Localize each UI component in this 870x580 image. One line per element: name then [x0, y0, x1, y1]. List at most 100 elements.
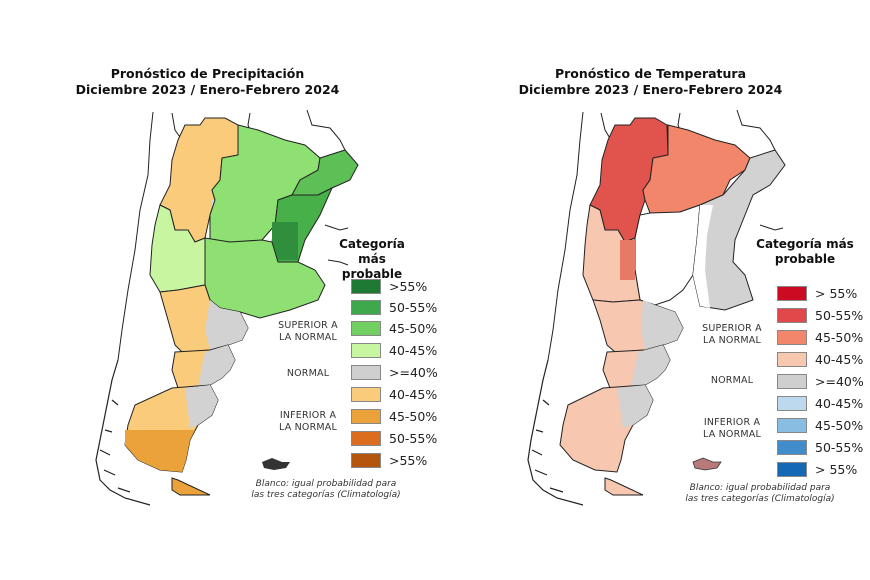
dark-green-cells	[272, 222, 298, 260]
title-line-2: Diciembre 2023 / Enero-Febrero 2024	[518, 82, 783, 97]
note-line-1: Blanco: igual probabilidad para	[689, 483, 831, 493]
category-line: LA NORMAL	[278, 332, 337, 343]
legend-title: Categoría más probable	[327, 237, 417, 282]
category-line: SUPERIOR A	[278, 320, 338, 331]
legend-item: 45-50%	[351, 319, 437, 337]
legend-swatch	[777, 417, 807, 433]
legend-label: >=40%	[389, 364, 438, 380]
chile-coast	[95, 359, 151, 506]
category-line: LA NORMAL	[278, 422, 337, 433]
legend-item: 40-45%	[777, 350, 863, 368]
title-line-2: Diciembre 2023 / Enero-Febrero 2024	[75, 82, 340, 97]
legend-swatch	[351, 386, 381, 402]
legend-title-line-2: probable	[774, 252, 836, 266]
category-below-normal: INFERIOR A LA NORMAL	[268, 410, 348, 434]
legend-swatch	[777, 329, 807, 345]
category-line: INFERIOR A	[279, 410, 337, 421]
precipitation-map-panel: Pronóstico de Precipitación Diciembre 20…	[0, 66, 438, 506]
legend-label: 50-55%	[815, 439, 864, 455]
malvinas-islands	[262, 458, 290, 470]
legend-item: >55%	[351, 277, 427, 295]
climatology-note: Blanco: igual probabilidad para las tres…	[236, 479, 416, 501]
legend-label: >55%	[389, 278, 428, 294]
argentina-regions	[559, 117, 786, 496]
legend-label: >55%	[389, 452, 428, 468]
legend-label: 40-45%	[389, 386, 438, 402]
category-normal: NORMAL	[710, 375, 754, 386]
map-title: Pronóstico de Temperatura Diciembre 2023…	[433, 66, 868, 98]
legend-swatch	[777, 461, 807, 477]
note-line-2: las tres categorías (Climatología)	[251, 490, 401, 500]
bolivia-border-line	[600, 112, 612, 141]
legend-swatch	[351, 320, 381, 336]
legend-swatch	[351, 364, 381, 380]
category-line: LA NORMAL	[702, 335, 761, 346]
grey-area-north-patagonia	[205, 300, 248, 350]
legend-swatch	[777, 307, 807, 323]
legend-item: > 55%	[777, 284, 857, 302]
legend-swatch	[351, 299, 381, 315]
uruguay-border-line	[324, 224, 349, 231]
legend-label: 50-55%	[389, 430, 438, 446]
white-band	[693, 205, 713, 308]
legend-title: Categoría más probable	[755, 237, 855, 267]
chile-border-line	[117, 111, 154, 361]
legend-label: > 55%	[815, 285, 858, 301]
note-line-1: Blanco: igual probabilidad para	[255, 479, 397, 489]
category-above-normal: SUPERIOR A LA NORMAL	[268, 320, 348, 344]
chile-border-line	[547, 111, 584, 361]
grey-area-chubut	[198, 345, 235, 386]
legend-label: > 55%	[815, 461, 858, 477]
legend-label: 40-45%	[815, 395, 864, 411]
title-line-1: Pronóstico de Temperatura	[554, 66, 747, 81]
region-tierra-del-fuego	[171, 477, 211, 496]
title-line-1: Pronóstico de Precipitación	[110, 66, 305, 81]
legend-item: 50-55%	[777, 306, 863, 324]
region-east-normal	[692, 149, 786, 311]
uruguay-border-line	[759, 224, 784, 231]
legend-item: 45-50%	[777, 416, 863, 434]
legend-label: 45-50%	[815, 329, 864, 345]
legend-item: 45-50%	[777, 328, 863, 346]
note-line-2: las tres categorías (Climatología)	[685, 494, 835, 504]
legend-item: 40-45%	[351, 341, 437, 359]
temperature-map	[527, 109, 786, 506]
grey-area-chubut	[631, 345, 670, 386]
grey-area-north-patagonia	[641, 300, 683, 350]
precipitation-map	[95, 109, 359, 506]
legend-label: 40-45%	[389, 342, 438, 358]
region-tierra-del-fuego	[604, 477, 644, 496]
temperature-map-panel: Pronóstico de Temperatura Diciembre 2023…	[435, 0, 870, 580]
argentina-regions	[124, 117, 359, 496]
neighbor-borders	[547, 109, 784, 361]
category-line: INFERIOR A	[703, 417, 761, 428]
legend-swatch	[351, 452, 381, 468]
map-title: Pronóstico de Precipitación Diciembre 20…	[0, 66, 425, 98]
brazil-border-line	[306, 109, 346, 151]
legend-item: >55%	[351, 451, 427, 469]
legend-swatch	[777, 395, 807, 411]
legend-item: 45-50%	[351, 407, 437, 425]
region-pampas-above-normal	[204, 237, 326, 319]
region-santa-cruz-south	[125, 430, 195, 472]
category-line: SUPERIOR A	[702, 323, 762, 334]
legend-item: 40-45%	[777, 394, 863, 412]
legend-title-line-1: Categoría más	[756, 237, 854, 251]
category-above-normal: SUPERIOR A LA NORMAL	[692, 323, 772, 347]
legend-swatch	[351, 408, 381, 424]
legend-label: 50-55%	[815, 307, 864, 323]
legend-swatch	[351, 430, 381, 446]
legend-label: 50-55%	[389, 299, 438, 315]
legend-item: 50-55%	[777, 438, 863, 456]
category-below-normal: INFERIOR A LA NORMAL	[692, 417, 772, 441]
legend-swatch	[777, 285, 807, 301]
legend-swatch	[777, 373, 807, 389]
legend-item: >=40%	[351, 363, 438, 381]
category-normal: NORMAL	[286, 368, 330, 379]
category-line: LA NORMAL	[702, 429, 761, 440]
legend-item: >=40%	[777, 372, 864, 390]
legend-title-line-1: Categoría más	[339, 237, 405, 266]
legend-label: 40-45%	[815, 351, 864, 367]
legend-label: 45-50%	[389, 408, 438, 424]
legend-title-line-2: probable	[341, 267, 403, 281]
